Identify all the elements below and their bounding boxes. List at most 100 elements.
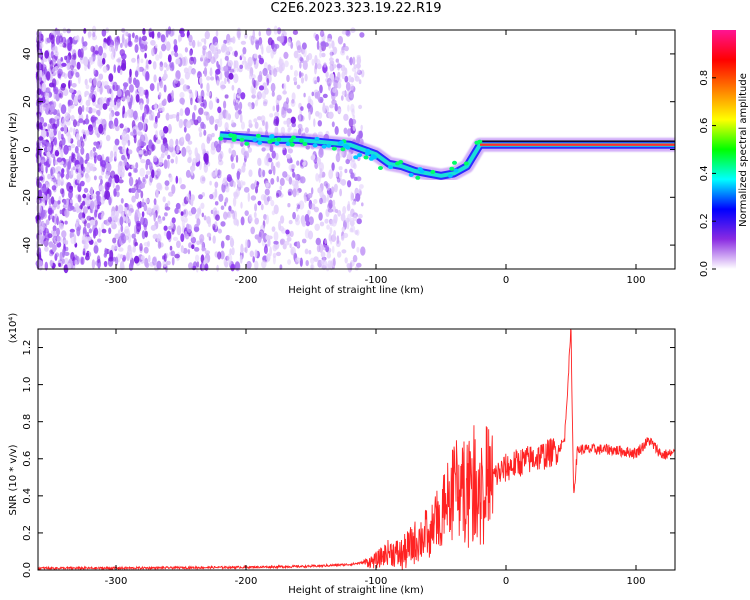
- noise-speck: [272, 165, 276, 176]
- noise-speck: [192, 39, 196, 49]
- noise-speck: [73, 127, 76, 136]
- noise-speck: [59, 251, 63, 262]
- noise-speck: [171, 256, 175, 266]
- noise-speck: [190, 97, 193, 106]
- noise-speck: [53, 136, 58, 146]
- noise-speck: [87, 31, 92, 38]
- noise-speck: [240, 216, 245, 226]
- noise-speck: [142, 28, 146, 35]
- noise-speck: [104, 174, 109, 180]
- noise-speck: [193, 104, 197, 111]
- noise-speck: [244, 239, 249, 249]
- noise-speck: [359, 184, 364, 189]
- noise-speck: [317, 156, 320, 167]
- noise-speck: [345, 95, 350, 101]
- noise-speck: [148, 59, 152, 65]
- noise-speck: [355, 229, 360, 236]
- noise-speck: [80, 163, 84, 171]
- noise-speck: [56, 118, 60, 127]
- y-tick-label: 0.8: [22, 414, 33, 430]
- noise-speck: [42, 187, 47, 193]
- noise-speck: [348, 75, 352, 83]
- noise-speck: [214, 123, 218, 131]
- noise-speck: [86, 231, 90, 237]
- noise-speck: [314, 91, 318, 99]
- noise-speck: [198, 206, 202, 216]
- noise-speck: [180, 32, 185, 38]
- noise-speck: [327, 208, 334, 213]
- noise-speck: [123, 31, 128, 36]
- trace-blob: [231, 137, 237, 142]
- noise-speck: [346, 203, 351, 212]
- noise-speck: [126, 147, 129, 157]
- noise-speck: [74, 36, 78, 41]
- noise-speck: [69, 231, 73, 239]
- noise-speck: [222, 43, 227, 51]
- noise-speck: [317, 120, 322, 127]
- noise-speck: [356, 218, 362, 225]
- noise-speck: [344, 45, 349, 52]
- noise-speck: [139, 243, 143, 252]
- noise-speck: [163, 159, 168, 169]
- noise-speck: [93, 68, 96, 75]
- noise-speck: [270, 199, 275, 207]
- noise-speck: [286, 74, 290, 83]
- noise-speck: [268, 157, 273, 163]
- noise-speck: [167, 154, 171, 160]
- noise-speck: [240, 201, 243, 209]
- noise-speck: [136, 222, 142, 233]
- noise-speck: [302, 161, 306, 167]
- noise-speck: [151, 30, 155, 39]
- noise-speck: [225, 197, 229, 203]
- noise-speck: [189, 91, 194, 102]
- noise-speck: [321, 40, 327, 47]
- noise-speck: [346, 263, 351, 269]
- noise-speck: [90, 56, 94, 65]
- noise-speck: [269, 246, 272, 257]
- noise-speck: [86, 222, 91, 229]
- noise-speck: [98, 59, 103, 69]
- noise-speck: [141, 211, 145, 218]
- noise-speck: [57, 173, 60, 181]
- noise-speck: [332, 88, 337, 93]
- noise-speck: [226, 174, 232, 183]
- noise-speck: [283, 120, 287, 125]
- noise-speck: [69, 185, 73, 190]
- noise-speck: [174, 253, 180, 259]
- noise-speck: [282, 171, 288, 178]
- noise-speck: [361, 202, 364, 207]
- trace-blob: [239, 137, 245, 142]
- noise-speck: [107, 216, 112, 223]
- noise-speck: [37, 53, 43, 58]
- noise-speck: [298, 200, 305, 210]
- noise-speck: [131, 195, 136, 203]
- noise-speck: [346, 55, 349, 60]
- noise-speck: [62, 117, 68, 125]
- noise-speck: [175, 138, 179, 147]
- noise-speck: [108, 196, 112, 206]
- snr-series: [37, 328, 676, 571]
- trace-blob: [368, 156, 374, 161]
- noise-speck: [247, 147, 252, 153]
- noise-speck: [54, 252, 60, 258]
- noise-speck: [313, 256, 319, 262]
- noise-speck: [291, 92, 296, 101]
- noise-speck: [188, 262, 194, 270]
- noise-speck: [311, 91, 315, 97]
- noise-speck: [285, 154, 292, 159]
- noise-speck: [129, 68, 132, 78]
- noise-speck: [116, 58, 121, 63]
- noise-speck: [102, 57, 106, 65]
- noise-speck: [296, 241, 301, 248]
- noise-speck: [82, 206, 88, 214]
- noise-speck: [229, 235, 233, 241]
- noise-speck: [214, 181, 219, 188]
- noise-speck: [225, 110, 229, 121]
- noise-speck: [119, 216, 124, 226]
- noise-speck: [196, 152, 200, 163]
- noise-speck: [264, 188, 270, 196]
- noise-speck: [114, 97, 117, 106]
- trace-blob: [430, 169, 436, 174]
- noise-speck: [64, 55, 68, 61]
- noise-speck: [138, 150, 144, 155]
